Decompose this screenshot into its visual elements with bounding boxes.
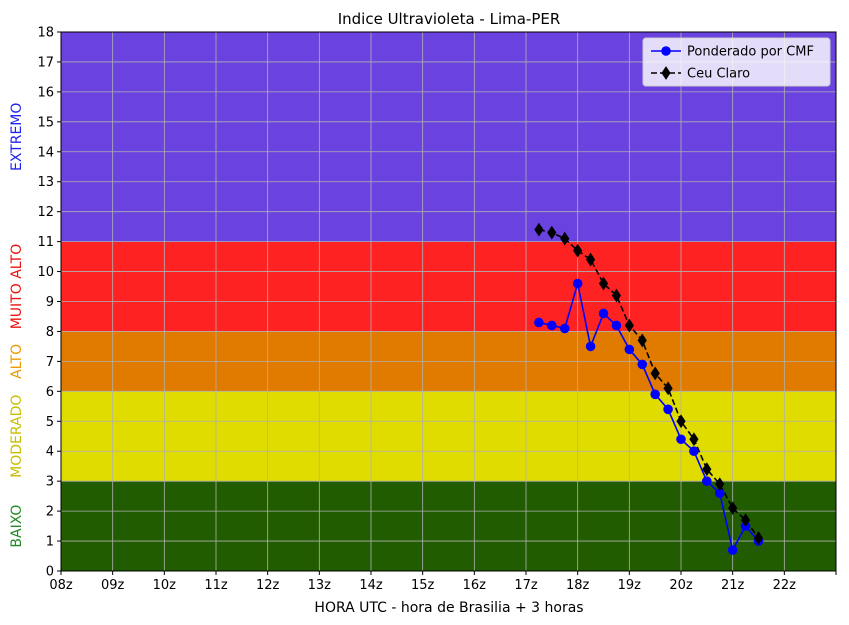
data-point-ceu-claro bbox=[702, 462, 712, 477]
x-tick-label: 12z bbox=[256, 578, 280, 593]
data-point-ceu-claro bbox=[624, 318, 634, 333]
x-tick-label: 10z bbox=[153, 578, 177, 593]
legend-marker-ceu-claro bbox=[661, 66, 671, 80]
x-tick-label: 22z bbox=[773, 578, 797, 593]
data-point-ceu-claro bbox=[715, 477, 725, 492]
x-tick-label: 08z bbox=[49, 578, 73, 593]
legend-marker-ponderado-cmf bbox=[661, 46, 671, 56]
y-tick-label: 18 bbox=[37, 26, 54, 41]
data-point-ceu-claro bbox=[663, 381, 673, 396]
y-tick-label: 7 bbox=[46, 355, 54, 370]
data-point-ponderado-cmf bbox=[559, 323, 570, 334]
data-point-ceu-claro bbox=[728, 501, 738, 516]
x-tick-label: 15z bbox=[411, 578, 435, 593]
x-tick-label: 11z bbox=[204, 578, 228, 593]
x-tick-label: 16z bbox=[463, 578, 487, 593]
data-point-ponderado-cmf bbox=[702, 476, 712, 486]
band-label-alto: ALTO bbox=[9, 344, 25, 379]
data-point-ponderado-cmf bbox=[611, 320, 622, 331]
data-point-ponderado-cmf bbox=[534, 317, 544, 328]
x-tick-label: 17z bbox=[514, 578, 538, 593]
data-point-ceu-claro bbox=[598, 276, 609, 291]
y-tick-label: 12 bbox=[37, 205, 54, 220]
y-tick-label: 5 bbox=[46, 415, 54, 430]
x-tick-label: 21z bbox=[721, 578, 745, 593]
y-tick-label: 17 bbox=[37, 55, 54, 70]
y-tick-label: 4 bbox=[46, 445, 54, 460]
uv-bands bbox=[61, 32, 836, 571]
uv-band-muito-alto bbox=[61, 241, 836, 332]
y-tick-label: 14 bbox=[37, 145, 54, 160]
y-tick-label: 1 bbox=[46, 535, 54, 550]
x-tick-label: 14z bbox=[359, 578, 383, 593]
data-point-ceu-claro bbox=[689, 432, 699, 447]
data-point-ceu-claro bbox=[611, 288, 622, 303]
data-point-ponderado-cmf bbox=[663, 404, 673, 415]
y-tick-label: 6 bbox=[46, 385, 54, 400]
data-point-ponderado-cmf bbox=[727, 545, 738, 555]
data-point-ponderado-cmf bbox=[624, 344, 635, 355]
y-tick-label: 3 bbox=[46, 475, 54, 490]
data-point-ponderado-cmf bbox=[637, 359, 648, 370]
x-tick-label: 19z bbox=[618, 578, 642, 593]
data-point-ponderado-cmf bbox=[572, 278, 583, 289]
uv-band-moderado bbox=[61, 391, 836, 482]
band-label-moderado: MODERADO bbox=[9, 395, 25, 478]
series-points bbox=[534, 222, 764, 555]
y-tick-label: 15 bbox=[37, 115, 54, 130]
y-tick-label: 9 bbox=[46, 295, 54, 310]
x-axis-ticks: 08z 09z 10z 11z 12z 13z 14z 15z 16z 17z 18z 19z 20z 2… bbox=[49, 571, 837, 593]
y-tick-label: 10 bbox=[37, 265, 54, 280]
legend: Ponderado por CMF Ceu Claro bbox=[642, 37, 831, 87]
data-point-ceu-claro bbox=[585, 252, 596, 267]
band-labels: BAIXO MODERADO ALTO MUITO ALTO EXTREMO bbox=[9, 103, 25, 548]
data-point-ceu-claro bbox=[753, 531, 764, 545]
data-point-ceu-claro bbox=[650, 366, 660, 381]
data-point-ceu-claro bbox=[637, 333, 647, 348]
band-label-baixo: BAIXO bbox=[9, 505, 25, 548]
data-point-ceu-claro bbox=[547, 225, 557, 240]
data-point-ceu-claro bbox=[534, 222, 544, 237]
data-point-ceu-claro bbox=[740, 513, 751, 527]
series-line-ceu-claro bbox=[538, 228, 760, 539]
series-line-ponderado-cmf bbox=[538, 283, 760, 553]
x-axis-label: HORA UTC - hora de Brasilia + 3 horas bbox=[314, 600, 583, 616]
x-tick-label: 13z bbox=[308, 578, 332, 593]
x-tick-label: 18z bbox=[566, 578, 590, 593]
data-point-ponderado-cmf bbox=[598, 308, 609, 319]
y-tick-label: 2 bbox=[46, 505, 54, 520]
y-tick-label: 16 bbox=[37, 85, 54, 100]
data-point-ponderado-cmf bbox=[676, 434, 686, 445]
x-tick-label: 20z bbox=[669, 578, 693, 593]
y-tick-label: 11 bbox=[37, 235, 54, 250]
x-tick-label: 09z bbox=[101, 578, 125, 593]
data-point-ponderado-cmf bbox=[547, 320, 557, 331]
y-tick-label: 0 bbox=[46, 565, 54, 580]
legend-label-ponderado-cmf: Ponderado por CMF bbox=[687, 45, 814, 60]
band-label-extremo: EXTREMO bbox=[9, 103, 25, 171]
data-point-ceu-claro bbox=[560, 231, 570, 246]
y-tick-label: 8 bbox=[46, 325, 54, 340]
band-label-muito-alto: MUITO ALTO bbox=[9, 244, 25, 330]
chart-title: Indice Ultravioleta - Lima-PER bbox=[338, 10, 561, 28]
y-tick-label: 13 bbox=[37, 175, 54, 190]
data-point-ponderado-cmf bbox=[650, 389, 660, 400]
uv-band-baixo bbox=[61, 481, 836, 571]
data-point-ponderado-cmf bbox=[585, 341, 596, 352]
data-point-ceu-claro bbox=[573, 243, 583, 258]
legend-label-ceu-claro: Ceu Claro bbox=[687, 67, 750, 82]
data-point-ponderado-cmf bbox=[689, 446, 699, 457]
legend-box bbox=[642, 37, 831, 87]
series-lines bbox=[538, 228, 760, 553]
data-point-ceu-claro bbox=[676, 414, 686, 429]
